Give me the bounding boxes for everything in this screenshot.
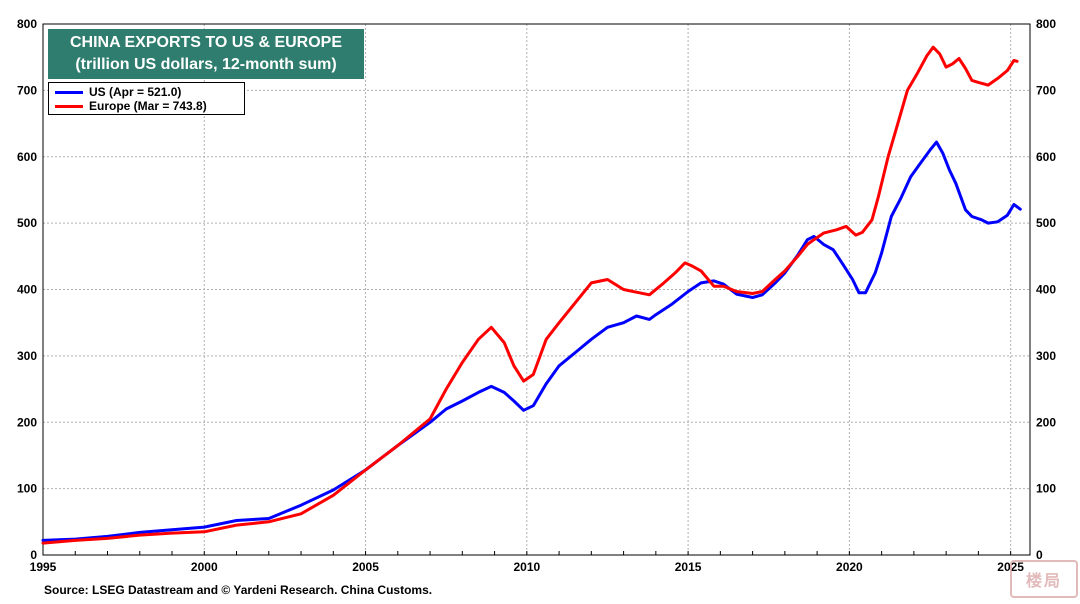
plot-area-frame [42,23,1031,556]
legend-swatch-us [55,90,83,94]
y-tick-label-left: 200 [17,415,37,429]
x-tick-label: 2005 [352,560,379,574]
chart-title: CHINA EXPORTS TO US & EUROPE [69,34,343,51]
y-tick-label-left: 500 [17,216,37,230]
x-tick-label: 2000 [191,560,218,574]
watermark-stamp: 楼局 [1010,560,1078,598]
legend-swatch-europe [55,104,83,108]
y-tick-label-right: 0 [1036,548,1043,562]
x-tick-label: 1995 [30,560,57,574]
y-tick-label-right: 300 [1036,349,1056,363]
y-tick-label-right: 800 [1036,17,1056,31]
chart-title-box: CHINA EXPORTS TO US & EUROPE (trillion U… [48,29,364,79]
y-tick-label-left: 0 [30,548,37,562]
y-tick-label-left: 100 [17,482,37,496]
series-line-us [41,140,1022,542]
source-note: Source: LSEG Datastream and © Yardeni Re… [44,583,433,597]
y-tick-label-left: 700 [17,83,37,97]
y-tick-label-left: 300 [17,349,37,363]
y-tick-label-left: 800 [17,17,37,31]
y-tick-label-right: 600 [1036,150,1056,164]
x-tick-label: 2015 [675,560,702,574]
y-tick-label-left: 400 [17,283,37,297]
y-tick-label-left: 600 [17,150,37,164]
series-lines [41,45,1022,545]
axis-ticks: 0 0 100 100 200 200 300 300 400 400 500 500 600 600 70… [17,17,1056,574]
x-tick-label: 2020 [836,560,863,574]
x-tick-label: 2010 [513,560,540,574]
y-tick-label-right: 100 [1036,482,1056,496]
legend-item-europe: Europe (Mar = 743.8) [55,99,238,113]
y-tick-label-right: 400 [1036,283,1056,297]
legend: US (Apr = 521.0) Europe (Mar = 743.8) [48,82,245,115]
y-tick-label-right: 200 [1036,415,1056,429]
y-tick-label-right: 700 [1036,83,1056,97]
legend-label-europe: Europe (Mar = 743.8) [89,99,207,113]
series-line-europe [41,45,1019,545]
legend-label-us: US (Apr = 521.0) [89,85,182,99]
legend-item-us: US (Apr = 521.0) [55,85,238,99]
chart-subtitle: (trillion US dollars, 12-month sum) [75,56,337,73]
y-tick-label-right: 500 [1036,216,1056,230]
